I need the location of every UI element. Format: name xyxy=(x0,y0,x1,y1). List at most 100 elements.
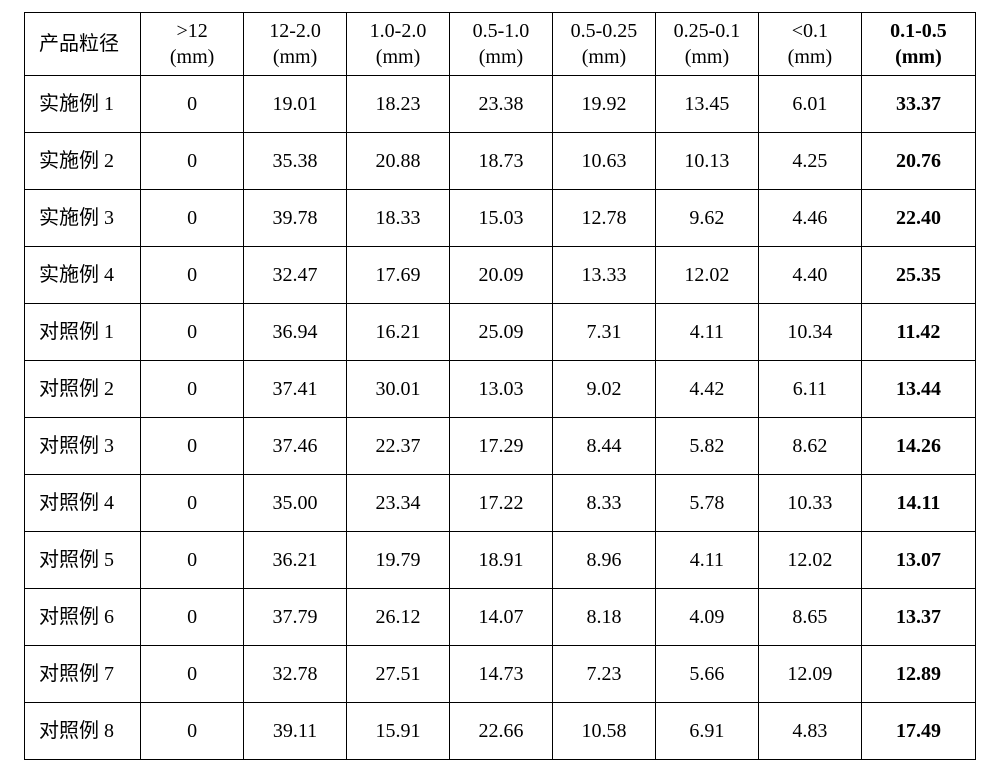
table-cell: 4.40 xyxy=(758,247,861,304)
table-cell: 10.58 xyxy=(552,703,655,760)
col-header-05-1: 0.5-1.0 (mm) xyxy=(450,13,553,76)
table-cell: 12.78 xyxy=(552,190,655,247)
table-body: 实施例 1019.0118.2323.3819.9213.456.0133.37… xyxy=(25,76,976,760)
col-header-12-2: 12-2.0 (mm) xyxy=(244,13,347,76)
table-cell: 5.78 xyxy=(655,475,758,532)
table-cell: 13.45 xyxy=(655,76,758,133)
table-cell: 17.69 xyxy=(347,247,450,304)
table-cell: 25.09 xyxy=(450,304,553,361)
col-header-line1: 1.0-2.0 xyxy=(370,18,427,44)
row-label: 对照例 4 xyxy=(25,475,141,532)
col-header-line1: 0.1-0.5 xyxy=(890,18,947,44)
table-cell: 22.37 xyxy=(347,418,450,475)
table-cell: 14.73 xyxy=(450,646,553,703)
col-header-line2: (mm) xyxy=(895,44,942,70)
table-cell: 22.66 xyxy=(450,703,553,760)
table-row: 对照例 6037.7926.1214.078.184.098.6513.37 xyxy=(25,589,976,646)
row-label: 实施例 4 xyxy=(25,247,141,304)
table-cell: 20.88 xyxy=(347,133,450,190)
table-cell: 12.02 xyxy=(758,532,861,589)
table-cell: 15.91 xyxy=(347,703,450,760)
table-cell: 10.34 xyxy=(758,304,861,361)
table-cell: 4.25 xyxy=(758,133,861,190)
table-cell: 8.65 xyxy=(758,589,861,646)
table-cell: 25.35 xyxy=(861,247,975,304)
table-cell: 8.18 xyxy=(552,589,655,646)
table-cell: 9.02 xyxy=(552,361,655,418)
table-cell: 4.46 xyxy=(758,190,861,247)
col-header-product-size: 产品粒径 xyxy=(25,13,141,76)
table-cell: 0 xyxy=(141,646,244,703)
table-cell: 37.46 xyxy=(244,418,347,475)
row-label: 实施例 3 xyxy=(25,190,141,247)
table-row: 实施例 3039.7818.3315.0312.789.624.4622.40 xyxy=(25,190,976,247)
col-header-gt12: >12 (mm) xyxy=(141,13,244,76)
table-cell: 0 xyxy=(141,361,244,418)
table-cell: 14.11 xyxy=(861,475,975,532)
table-cell: 13.07 xyxy=(861,532,975,589)
table-row: 对照例 3037.4622.3717.298.445.828.6214.26 xyxy=(25,418,976,475)
table-cell: 6.01 xyxy=(758,76,861,133)
table-row: 对照例 1036.9416.2125.097.314.1110.3411.42 xyxy=(25,304,976,361)
col-header-line2: (mm) xyxy=(273,44,317,70)
table-cell: 13.33 xyxy=(552,247,655,304)
row-label: 对照例 6 xyxy=(25,589,141,646)
row-label: 对照例 8 xyxy=(25,703,141,760)
table-cell: 10.63 xyxy=(552,133,655,190)
table-cell: 16.21 xyxy=(347,304,450,361)
table-cell: 15.03 xyxy=(450,190,553,247)
table-cell: 37.79 xyxy=(244,589,347,646)
table-cell: 12.89 xyxy=(861,646,975,703)
table-cell: 7.23 xyxy=(552,646,655,703)
table-cell: 17.29 xyxy=(450,418,553,475)
table-cell: 6.91 xyxy=(655,703,758,760)
table-cell: 14.26 xyxy=(861,418,975,475)
table-cell: 12.02 xyxy=(655,247,758,304)
table-cell: 0 xyxy=(141,133,244,190)
table-cell: 11.42 xyxy=(861,304,975,361)
col-header-line1: 产品粒径 xyxy=(39,31,119,57)
table-row: 对照例 4035.0023.3417.228.335.7810.3314.11 xyxy=(25,475,976,532)
table-cell: 36.94 xyxy=(244,304,347,361)
table-cell: 32.47 xyxy=(244,247,347,304)
table-cell: 17.49 xyxy=(861,703,975,760)
table-cell: 6.11 xyxy=(758,361,861,418)
table-cell: 9.62 xyxy=(655,190,758,247)
table-row: 对照例 2037.4130.0113.039.024.426.1113.44 xyxy=(25,361,976,418)
col-header-1-2: 1.0-2.0 (mm) xyxy=(347,13,450,76)
table-cell: 0 xyxy=(141,703,244,760)
table-cell: 8.44 xyxy=(552,418,655,475)
col-header-line2: (mm) xyxy=(788,44,832,70)
table-cell: 5.82 xyxy=(655,418,758,475)
table-cell: 19.01 xyxy=(244,76,347,133)
col-header-05-025: 0.5-0.25 (mm) xyxy=(552,13,655,76)
table-cell: 39.11 xyxy=(244,703,347,760)
table-cell: 39.78 xyxy=(244,190,347,247)
col-header-025-01: 0.25-0.1 (mm) xyxy=(655,13,758,76)
table-cell: 7.31 xyxy=(552,304,655,361)
particle-size-table: 产品粒径 >12 (mm) 12-2.0 (mm) 1.0-2.0 (mm) xyxy=(24,12,976,760)
row-label: 对照例 3 xyxy=(25,418,141,475)
table-row: 对照例 5036.2119.7918.918.964.1112.0213.07 xyxy=(25,532,976,589)
table-cell: 10.13 xyxy=(655,133,758,190)
col-header-line1: >12 xyxy=(176,18,207,44)
table-cell: 0 xyxy=(141,475,244,532)
table-cell: 4.09 xyxy=(655,589,758,646)
table-cell: 8.96 xyxy=(552,532,655,589)
col-header-line2: (mm) xyxy=(170,44,214,70)
table-cell: 13.44 xyxy=(861,361,975,418)
table-cell: 18.23 xyxy=(347,76,450,133)
table-cell: 18.91 xyxy=(450,532,553,589)
table-cell: 26.12 xyxy=(347,589,450,646)
table-cell: 17.22 xyxy=(450,475,553,532)
table-cell: 18.73 xyxy=(450,133,553,190)
table-cell: 30.01 xyxy=(347,361,450,418)
row-label: 实施例 2 xyxy=(25,133,141,190)
col-header-line1: 0.5-0.25 xyxy=(571,18,638,44)
table-cell: 0 xyxy=(141,418,244,475)
col-header-line2: (mm) xyxy=(685,44,729,70)
table-cell: 35.00 xyxy=(244,475,347,532)
table-cell: 22.40 xyxy=(861,190,975,247)
col-header-line1: 12-2.0 xyxy=(269,18,321,44)
table-row: 实施例 4032.4717.6920.0913.3312.024.4025.35 xyxy=(25,247,976,304)
